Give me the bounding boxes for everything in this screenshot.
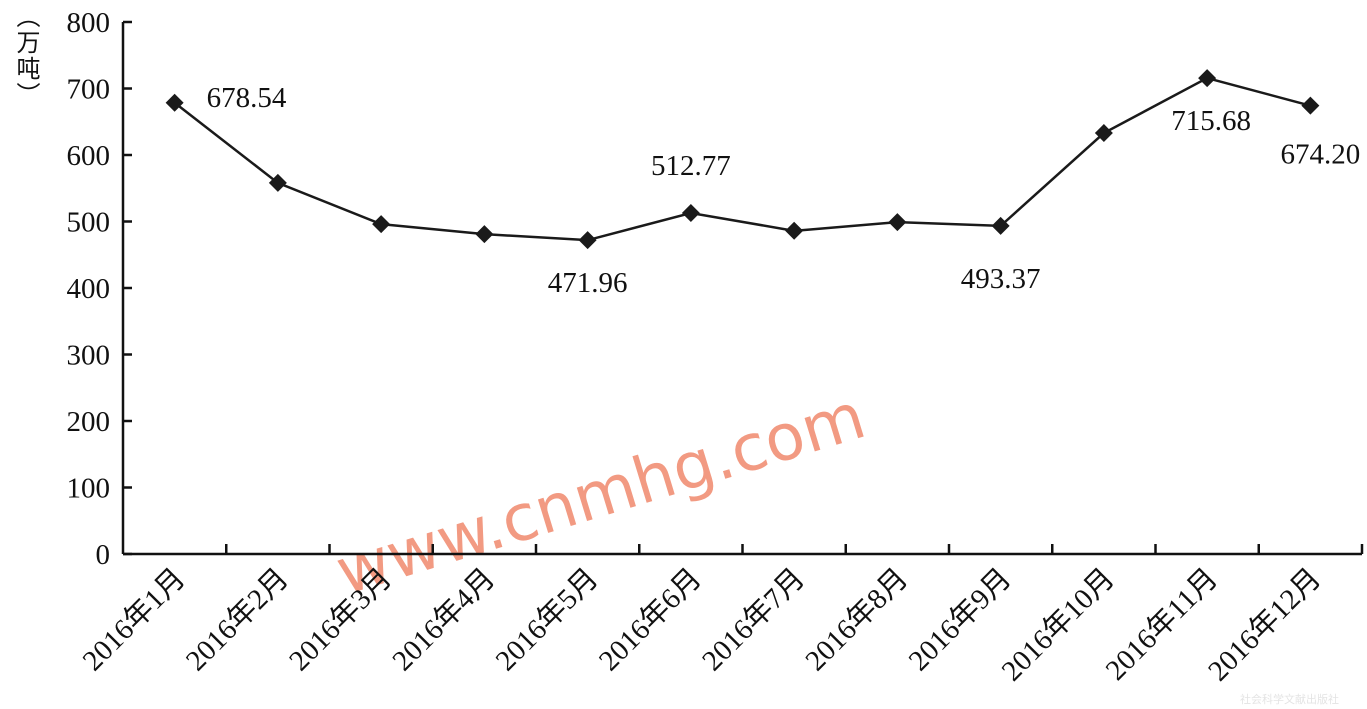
data-label: 471.96 xyxy=(548,267,628,299)
data-point-marker xyxy=(1301,96,1320,115)
data-label: 493.37 xyxy=(961,263,1041,295)
data-point-marker xyxy=(475,225,494,244)
x-tick-label: 2016年12月 xyxy=(1201,562,1327,688)
data-point-marker xyxy=(268,173,287,192)
y-tick-label: 800 xyxy=(67,7,111,39)
x-tick-label: 2016年10月 xyxy=(995,562,1121,688)
data-label: 715.68 xyxy=(1171,105,1251,137)
series-line xyxy=(173,76,1311,242)
data-point-marker xyxy=(1094,124,1113,143)
y-tick-label: 200 xyxy=(67,406,111,438)
x-tick-label: 2016年1月 xyxy=(76,562,192,678)
x-tick-label: 2016年5月 xyxy=(489,562,605,678)
publisher-mark: 社会科学文献出版社 xyxy=(1240,692,1339,706)
data-point-marker xyxy=(372,215,391,234)
data-point-marker xyxy=(888,213,907,232)
data-point-marker xyxy=(1198,69,1217,88)
y-tick-label: 400 xyxy=(67,273,111,305)
data-point-marker xyxy=(578,231,597,250)
data-label: 512.77 xyxy=(651,150,731,182)
y-tick-label: 600 xyxy=(67,140,111,172)
x-tick-label: 2016年2月 xyxy=(179,562,295,678)
y-tick-label: 700 xyxy=(67,74,111,106)
x-tick-label: 2016年7月 xyxy=(695,562,811,678)
x-tick-label: 2016年6月 xyxy=(592,562,708,678)
data-label: 678.54 xyxy=(207,82,287,114)
y-tick-label: 0 xyxy=(96,539,111,571)
y-tick-label: 100 xyxy=(67,473,111,505)
data-label: 674.20 xyxy=(1281,139,1361,171)
data-point-marker xyxy=(681,204,700,223)
y-tick-label: 300 xyxy=(67,340,111,372)
data-point-marker xyxy=(991,216,1010,235)
data-point-marker xyxy=(165,93,184,112)
x-tick-label: 2016年8月 xyxy=(799,562,915,678)
y-tick-label: 500 xyxy=(67,207,111,239)
data-point-marker xyxy=(785,221,804,240)
y-axis-label: （万吨） xyxy=(12,4,40,108)
